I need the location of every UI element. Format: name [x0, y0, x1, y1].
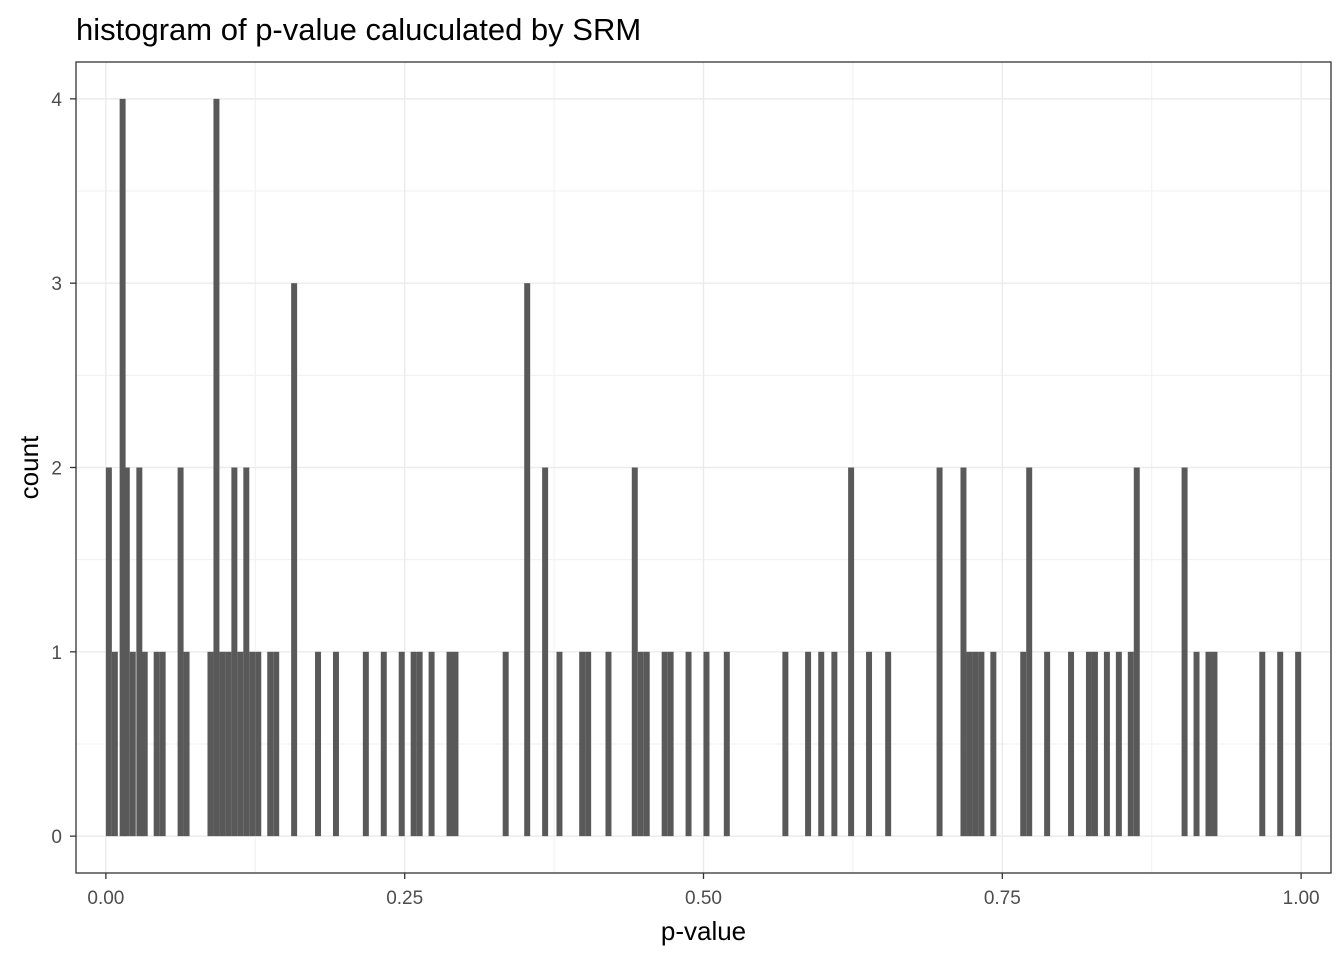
histogram-bar — [1295, 651, 1302, 837]
histogram-bar — [502, 651, 509, 837]
histogram-bar — [1044, 651, 1051, 837]
histogram-bar — [105, 467, 112, 837]
histogram-bar — [605, 651, 612, 837]
histogram-bar — [1103, 651, 1110, 837]
histogram-bar — [579, 651, 586, 837]
histogram-bar — [243, 467, 250, 837]
histogram-bar — [213, 98, 220, 837]
histogram-bar — [273, 651, 280, 837]
histogram-bar — [237, 651, 244, 837]
histogram-bar — [866, 651, 873, 837]
histogram-bar — [362, 651, 369, 837]
histogram-bar — [255, 651, 262, 837]
x-axis-title: p-value — [661, 916, 746, 946]
x-tick-label: 1.00 — [1283, 888, 1320, 909]
histogram-bar — [123, 467, 130, 837]
histogram-bar — [183, 651, 190, 837]
histogram-bar — [1127, 651, 1134, 837]
histogram-bar — [637, 651, 644, 837]
histogram-bar — [524, 283, 531, 837]
histogram-bar — [1211, 651, 1218, 837]
histogram-bar — [1115, 651, 1122, 837]
histogram-bar — [136, 467, 143, 837]
histogram-bar — [631, 467, 638, 837]
histogram-bar — [542, 467, 549, 837]
histogram-bar — [1068, 651, 1075, 837]
histogram-bar — [410, 651, 417, 837]
histogram-bar — [129, 651, 136, 837]
histogram-bar — [398, 651, 405, 837]
histogram-bar — [685, 651, 692, 837]
histogram-bar — [885, 651, 892, 837]
histogram-bar — [848, 467, 855, 837]
histogram-bar — [990, 651, 997, 837]
histogram-bar — [267, 651, 274, 837]
y-tick-label: 3 — [51, 274, 62, 295]
histogram-bar — [972, 651, 979, 837]
histogram-bar — [556, 651, 563, 837]
histogram-bar — [966, 651, 973, 837]
x-tick-label: 0.75 — [984, 888, 1021, 909]
histogram-bar — [1091, 651, 1098, 837]
histogram-bar — [585, 651, 592, 837]
histogram-bar — [978, 651, 985, 837]
histogram-bar — [111, 651, 118, 837]
chart-title: histogram of p-value caluculated by SRM — [76, 12, 641, 47]
y-axis: 0 1 2 3 4 — [51, 90, 76, 848]
x-tick-label: 0.25 — [386, 888, 423, 909]
histogram-bar — [177, 467, 184, 837]
histogram-bar — [643, 651, 650, 837]
x-axis: 0.00 0.25 0.50 0.75 1.00 — [87, 873, 1320, 909]
histogram-bar — [159, 651, 166, 837]
y-tick-label: 1 — [51, 643, 62, 664]
histogram-bar — [141, 651, 148, 837]
histogram-bar — [1193, 651, 1200, 837]
histogram-bar — [818, 651, 825, 837]
histogram-bar — [380, 651, 387, 837]
histogram-bar — [207, 651, 214, 837]
histogram-bar — [332, 651, 339, 837]
histogram-bar — [805, 651, 812, 837]
histogram-bar — [446, 651, 453, 837]
histogram-bar — [291, 283, 298, 837]
histogram-bar — [1181, 467, 1188, 837]
x-tick-label: 0.00 — [87, 888, 124, 909]
histogram-bar — [703, 651, 710, 837]
histogram-bar — [416, 651, 423, 837]
histogram-bar — [452, 651, 459, 837]
histogram-bar — [1085, 651, 1092, 837]
y-tick-label: 2 — [51, 459, 62, 480]
y-axis-title: count — [14, 435, 44, 499]
histogram-bar — [1020, 651, 1027, 837]
y-tick-label: 4 — [51, 90, 62, 111]
histogram-bar — [225, 651, 232, 837]
histogram-bar — [119, 98, 126, 837]
histogram-bar — [1277, 651, 1284, 837]
histogram-bar — [219, 651, 226, 837]
histogram-bar — [249, 651, 256, 837]
histogram-bar — [231, 467, 238, 837]
x-tick-label: 0.50 — [685, 888, 722, 909]
histogram-bar — [960, 467, 967, 837]
histogram-bar — [831, 651, 838, 837]
histogram-bar — [782, 651, 789, 837]
histogram-bar — [315, 651, 322, 837]
histogram-bar — [936, 467, 943, 837]
histogram-bar — [1205, 651, 1212, 837]
histogram-bar — [153, 651, 160, 837]
histogram-bar — [667, 651, 674, 837]
histogram-bars — [105, 98, 1302, 837]
histogram-bar — [1259, 651, 1266, 837]
histogram-bar — [428, 651, 435, 837]
histogram-bar — [661, 651, 668, 837]
histogram-bar — [723, 651, 730, 837]
histogram-bar — [1133, 467, 1140, 837]
y-tick-label: 0 — [51, 827, 62, 848]
histogram-bar — [1026, 467, 1033, 837]
